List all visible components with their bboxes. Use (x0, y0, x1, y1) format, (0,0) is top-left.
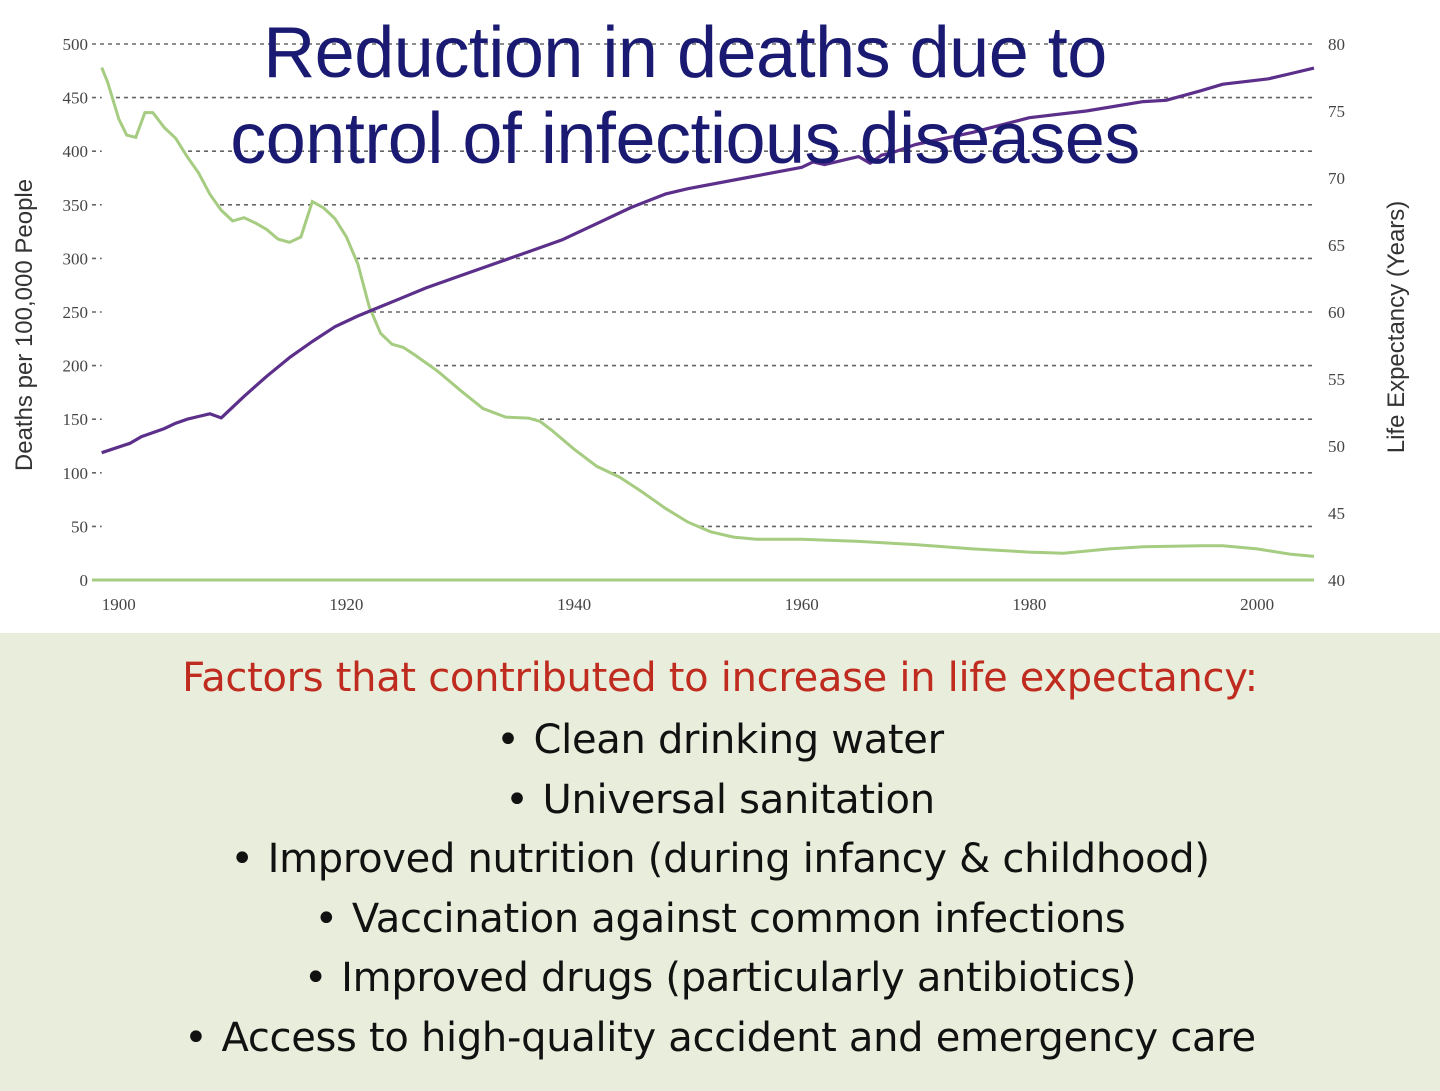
factor-text: Access to high-quality accident and emer… (221, 1014, 1256, 1061)
deaths-series (100, 67, 1315, 581)
deaths-line (100, 67, 1315, 558)
y2-tick-label: 70 (1328, 169, 1345, 188)
y-tick-label: 350 (63, 196, 89, 215)
y2-tick-label: 80 (1328, 35, 1345, 54)
chart-title-line-2: control of infectious diseases (230, 99, 1140, 179)
x-tick-label: 2000 (1240, 595, 1274, 614)
chart: 0 50 100 150 200 250 300 350 400 450 500 40 45 50 55 60… (11, 35, 1410, 614)
factor-item: • Improved drugs (particularly antibiotic… (0, 949, 1440, 1009)
y2-tick-label: 50 (1328, 437, 1345, 456)
factor-item: • Access to high-quality accident and eme… (0, 1009, 1440, 1069)
y2-tick-label: 65 (1328, 236, 1345, 255)
bullet-icon: • (496, 717, 520, 763)
y2-tick-label: 40 (1328, 571, 1345, 590)
y-axis-label: Deaths per 100,000 People (11, 179, 38, 471)
y-tick-label: 0 (80, 571, 89, 590)
factors-panel: Factors that contributed to increase in … (0, 633, 1440, 1091)
factor-text: Vaccination against common infections (351, 895, 1126, 942)
x-tick-label: 1900 (102, 595, 136, 614)
y2-tick-label: 45 (1328, 504, 1345, 523)
y2-tick-label: 75 (1328, 102, 1345, 121)
factor-item: • Improved nutrition (during infancy & ch… (0, 830, 1440, 890)
factors-heading: Factors that contributed to increase in … (182, 655, 1258, 701)
y-tick-label: 100 (63, 464, 89, 483)
y-tick-label: 200 (63, 357, 89, 376)
factor-text: Improved drugs (particularly antibiotics… (341, 955, 1137, 1001)
bullet-icon: • (303, 955, 328, 1001)
chart-title-line-1: Reduction in deaths due to (263, 13, 1107, 93)
factor-list: • Clean drinking water • Universal sanitat… (0, 711, 1440, 1068)
y2-tick-label: 55 (1328, 370, 1345, 389)
y-tick-label: 300 (63, 249, 89, 268)
x-tick-label: 1940 (557, 595, 591, 614)
life-expectancy-series (101, 66, 1315, 455)
factor-item: • Vaccination against common infections (0, 890, 1440, 950)
factor-item: • Clean drinking water (0, 711, 1440, 771)
factor-text: Universal sanitation (542, 776, 936, 823)
factor-text: Clean drinking water (533, 717, 945, 763)
y-tick-label: 500 (63, 35, 89, 54)
bullet-icon: • (505, 776, 529, 823)
y2-axis-label: Life Expectancy (Years) (1383, 201, 1410, 454)
y-tick-label: 450 (63, 89, 89, 108)
x-tick-label: 1920 (329, 595, 363, 614)
factor-text: Improved nutrition (during infancy & chi… (267, 836, 1210, 882)
bullet-icon: • (314, 895, 339, 942)
x-tick-label: 1980 (1012, 595, 1046, 614)
deaths-area (101, 67, 1314, 581)
y-tick-label: 250 (63, 303, 89, 322)
bullet-icon: • (184, 1014, 208, 1061)
x-tick-label: 1960 (785, 595, 819, 614)
y-tick-label: 400 (63, 142, 89, 161)
y-tick-label: 50 (71, 517, 88, 536)
y-tick-label: 150 (63, 410, 89, 429)
factor-item: • Universal sanitation (0, 771, 1440, 831)
bullet-icon: • (230, 836, 254, 882)
life-expectancy-line (101, 66, 1315, 455)
y2-tick-label: 60 (1328, 303, 1345, 322)
axes: 0 50 100 150 200 250 300 350 400 450 500 40 45 50 55 60… (63, 35, 1346, 614)
